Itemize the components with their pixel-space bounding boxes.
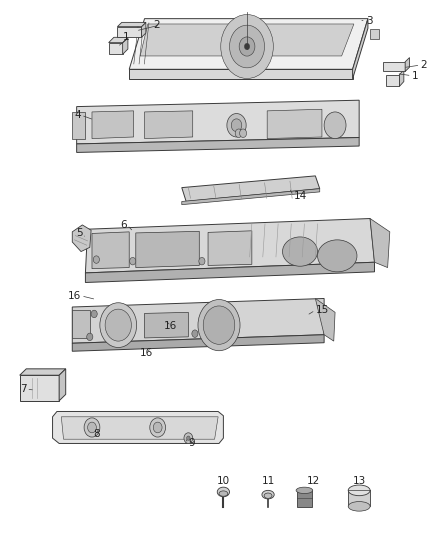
- Polygon shape: [182, 189, 320, 205]
- Polygon shape: [77, 138, 359, 152]
- Circle shape: [192, 330, 198, 337]
- Polygon shape: [72, 310, 90, 338]
- Text: 16: 16: [164, 321, 177, 331]
- Ellipse shape: [283, 237, 318, 266]
- Polygon shape: [72, 112, 85, 139]
- Text: 16: 16: [68, 291, 81, 301]
- Polygon shape: [297, 490, 312, 507]
- Circle shape: [240, 129, 247, 138]
- Polygon shape: [405, 58, 410, 71]
- Polygon shape: [182, 176, 320, 201]
- Polygon shape: [315, 298, 335, 341]
- Circle shape: [100, 303, 137, 348]
- Text: 8: 8: [93, 430, 100, 439]
- Polygon shape: [129, 19, 368, 69]
- Circle shape: [199, 257, 205, 265]
- Polygon shape: [61, 417, 218, 439]
- Circle shape: [324, 112, 346, 139]
- Text: 4: 4: [74, 110, 81, 120]
- Polygon shape: [117, 22, 146, 27]
- Polygon shape: [399, 70, 404, 86]
- Polygon shape: [109, 37, 128, 43]
- Text: 15: 15: [315, 305, 328, 315]
- Polygon shape: [129, 69, 353, 79]
- Polygon shape: [117, 27, 141, 37]
- Circle shape: [235, 129, 242, 138]
- Polygon shape: [386, 75, 399, 86]
- Circle shape: [231, 119, 242, 132]
- Text: 2: 2: [153, 20, 160, 30]
- Polygon shape: [85, 219, 374, 273]
- Circle shape: [130, 257, 136, 265]
- Polygon shape: [59, 369, 66, 401]
- Circle shape: [153, 422, 162, 433]
- Circle shape: [239, 37, 255, 56]
- Polygon shape: [348, 490, 370, 506]
- Polygon shape: [109, 43, 123, 54]
- Circle shape: [93, 256, 99, 263]
- Polygon shape: [145, 312, 188, 338]
- Ellipse shape: [262, 490, 274, 499]
- Polygon shape: [123, 37, 128, 54]
- Polygon shape: [370, 29, 379, 39]
- Polygon shape: [72, 335, 324, 351]
- Ellipse shape: [264, 493, 272, 498]
- Circle shape: [184, 433, 193, 443]
- Polygon shape: [92, 111, 134, 139]
- Text: 16: 16: [140, 348, 153, 358]
- Ellipse shape: [219, 491, 228, 496]
- Polygon shape: [383, 62, 405, 71]
- Polygon shape: [92, 232, 129, 269]
- Circle shape: [244, 43, 250, 50]
- Circle shape: [91, 310, 97, 318]
- Text: 6: 6: [120, 220, 127, 230]
- Polygon shape: [53, 411, 223, 443]
- Circle shape: [105, 309, 131, 341]
- Polygon shape: [20, 369, 66, 375]
- Text: 14: 14: [293, 191, 307, 200]
- Polygon shape: [145, 111, 193, 139]
- Text: 5: 5: [77, 229, 83, 238]
- Text: 10: 10: [217, 476, 230, 486]
- Text: 2: 2: [420, 60, 427, 70]
- Circle shape: [87, 333, 93, 341]
- Polygon shape: [267, 109, 322, 139]
- Circle shape: [221, 14, 273, 78]
- Circle shape: [187, 436, 190, 440]
- Ellipse shape: [348, 485, 370, 496]
- Ellipse shape: [348, 502, 370, 511]
- Circle shape: [88, 422, 96, 433]
- Text: 3: 3: [366, 17, 372, 26]
- Circle shape: [84, 418, 100, 437]
- Text: 7: 7: [20, 384, 26, 394]
- Text: 9: 9: [188, 439, 195, 448]
- Polygon shape: [136, 231, 199, 268]
- Text: 1: 1: [123, 33, 129, 42]
- Circle shape: [203, 306, 235, 344]
- Polygon shape: [370, 219, 390, 268]
- Polygon shape: [141, 22, 146, 37]
- Text: 13: 13: [353, 476, 366, 486]
- Text: 1: 1: [412, 71, 418, 80]
- Ellipse shape: [318, 240, 357, 272]
- Text: 12: 12: [307, 476, 320, 486]
- Polygon shape: [20, 375, 59, 401]
- Polygon shape: [72, 298, 324, 343]
- Polygon shape: [72, 225, 91, 252]
- Circle shape: [150, 418, 166, 437]
- Ellipse shape: [217, 487, 230, 497]
- Circle shape: [198, 300, 240, 351]
- Polygon shape: [208, 231, 252, 265]
- Circle shape: [230, 25, 265, 68]
- Circle shape: [227, 114, 246, 137]
- Text: 11: 11: [261, 476, 275, 486]
- Polygon shape: [353, 19, 368, 79]
- Polygon shape: [77, 100, 359, 144]
- Ellipse shape: [296, 487, 313, 494]
- Polygon shape: [140, 24, 354, 56]
- Polygon shape: [85, 262, 374, 282]
